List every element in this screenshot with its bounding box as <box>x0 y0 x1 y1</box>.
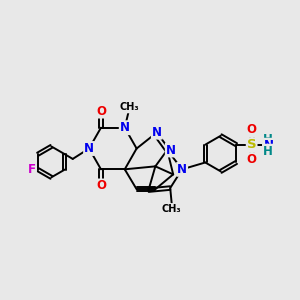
Text: N: N <box>166 143 176 157</box>
Text: O: O <box>96 105 106 118</box>
Text: N: N <box>264 139 274 152</box>
Text: CH₃: CH₃ <box>162 204 182 214</box>
Text: O: O <box>96 179 106 193</box>
Text: S: S <box>247 138 256 151</box>
Text: F: F <box>28 163 36 176</box>
Text: CH₃: CH₃ <box>120 103 139 112</box>
Text: N: N <box>152 126 162 139</box>
Text: O: O <box>247 153 256 166</box>
Text: H: H <box>263 133 273 146</box>
Text: O: O <box>247 123 256 136</box>
Text: N: N <box>120 121 130 134</box>
Text: N: N <box>84 142 94 155</box>
Text: H: H <box>263 145 273 158</box>
Text: N: N <box>177 163 187 176</box>
